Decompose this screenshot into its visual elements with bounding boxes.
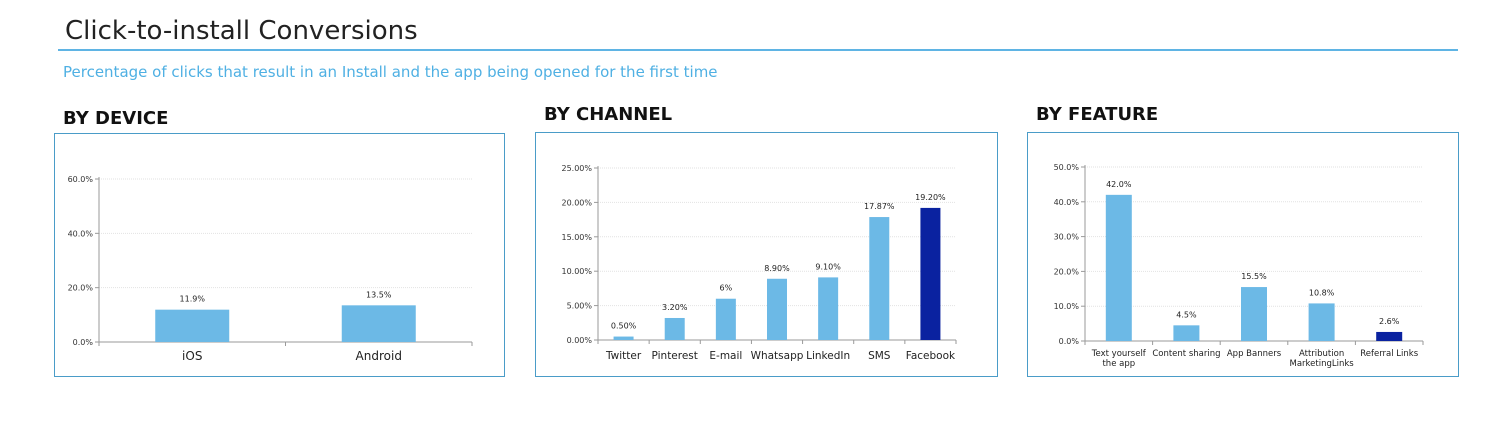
chart-device: 0.0% 20.0% 40.0% 60.0% 11.9% iOS 13.5% Android <box>68 175 473 363</box>
chart-title-channel: BY CHANNEL <box>544 104 673 125</box>
chart-title-device: BY DEVICE <box>63 108 169 129</box>
x-tick-label: the app <box>1102 359 1135 369</box>
y-tick-label: 10.00% <box>561 267 592 276</box>
data-label: 9.10% <box>815 262 841 271</box>
y-tick-label: 0.0% <box>73 338 94 347</box>
chart-panel-device: 0.0% 20.0% 40.0% 60.0% 11.9% iOS 13.5% Android <box>54 133 505 377</box>
chart-title-feature: BY FEATURE <box>1036 104 1159 125</box>
title-divider <box>58 49 1458 51</box>
bar <box>767 278 787 340</box>
data-label: 42.0% <box>1106 180 1132 189</box>
y-tick-label: 30.0% <box>1054 233 1080 242</box>
y-tick-label: 5.00% <box>567 302 593 311</box>
chart-panel-feature: 0.0% 10.0% 20.0% 30.0% 40.0% 50.0% 42.0% Text y… <box>1027 132 1459 377</box>
chart-feature: 0.0% 10.0% 20.0% 30.0% 40.0% 50.0% 42.0% Text y… <box>1054 163 1424 369</box>
data-label: 13.5% <box>366 290 392 299</box>
x-tick-label: LinkedIn <box>806 350 850 362</box>
x-tick-label: Twitter <box>605 350 642 362</box>
page-subtitle: Percentage of clicks that result in an I… <box>63 63 718 81</box>
data-label: 17.87% <box>864 202 895 211</box>
x-tick-label: Pinterest <box>652 350 698 362</box>
y-tick-label: 25.00% <box>561 164 592 173</box>
x-tick-label: Referral Links <box>1360 349 1418 359</box>
y-tick-label: 15.00% <box>561 233 592 242</box>
data-label: 19.20% <box>915 193 946 202</box>
bar <box>869 217 890 340</box>
x-tick-label: Attribution <box>1299 349 1344 359</box>
y-tick-label: 20.0% <box>1054 267 1080 276</box>
x-tick-label: E-mail <box>709 350 742 362</box>
x-tick-label: Android <box>356 349 402 363</box>
x-tick-label: SMS <box>868 350 891 362</box>
data-label: 0.50% <box>611 322 637 331</box>
bar <box>664 317 685 340</box>
x-tick-label: Content sharing <box>1152 349 1220 359</box>
data-label: 11.9% <box>180 295 206 304</box>
data-label: 8.90% <box>764 264 790 273</box>
x-tick-label: Whatsapp <box>751 350 804 362</box>
bar <box>341 305 416 342</box>
x-tick-label: Facebook <box>906 350 956 362</box>
data-label: 4.5% <box>1176 310 1197 319</box>
y-tick-label: 40.0% <box>68 229 94 238</box>
y-tick-label: 0.00% <box>567 336 593 345</box>
y-tick-label: 0.0% <box>1059 337 1080 346</box>
x-tick-label: MarketingLinks <box>1289 359 1354 369</box>
bar <box>1376 331 1403 341</box>
bar <box>715 298 736 340</box>
bar <box>1241 287 1267 341</box>
x-tick-label: iOS <box>182 349 202 363</box>
page-title: Click-to-install Conversions <box>65 16 418 46</box>
data-label: 15.5% <box>1241 272 1267 281</box>
y-tick-label: 60.0% <box>68 175 94 184</box>
bar <box>1308 303 1335 341</box>
y-tick-label: 50.0% <box>1054 163 1080 172</box>
data-label: 6% <box>720 284 733 293</box>
chart-channel: 0.00% 5.00% 10.00% 15.00% 20.00% 25.00% 0.50% T… <box>561 164 957 362</box>
data-label: 3.20% <box>662 303 688 312</box>
y-tick-label: 20.00% <box>561 198 592 207</box>
y-tick-label: 40.0% <box>1054 198 1080 207</box>
x-tick-label: App Banners <box>1227 349 1282 359</box>
chart-panel-channel: 0.00% 5.00% 10.00% 15.00% 20.00% 25.00% 0.50% T… <box>535 132 998 377</box>
bar <box>920 207 941 340</box>
bar <box>1105 194 1132 341</box>
bar <box>155 309 230 342</box>
data-label: 2.6% <box>1379 317 1400 326</box>
y-tick-label: 20.0% <box>68 284 94 293</box>
data-label: 10.8% <box>1309 288 1335 297</box>
bar <box>818 277 839 340</box>
y-tick-label: 10.0% <box>1054 302 1080 311</box>
bar <box>1173 325 1200 341</box>
x-tick-label: Text yourself <box>1091 349 1147 359</box>
bar <box>613 336 634 340</box>
